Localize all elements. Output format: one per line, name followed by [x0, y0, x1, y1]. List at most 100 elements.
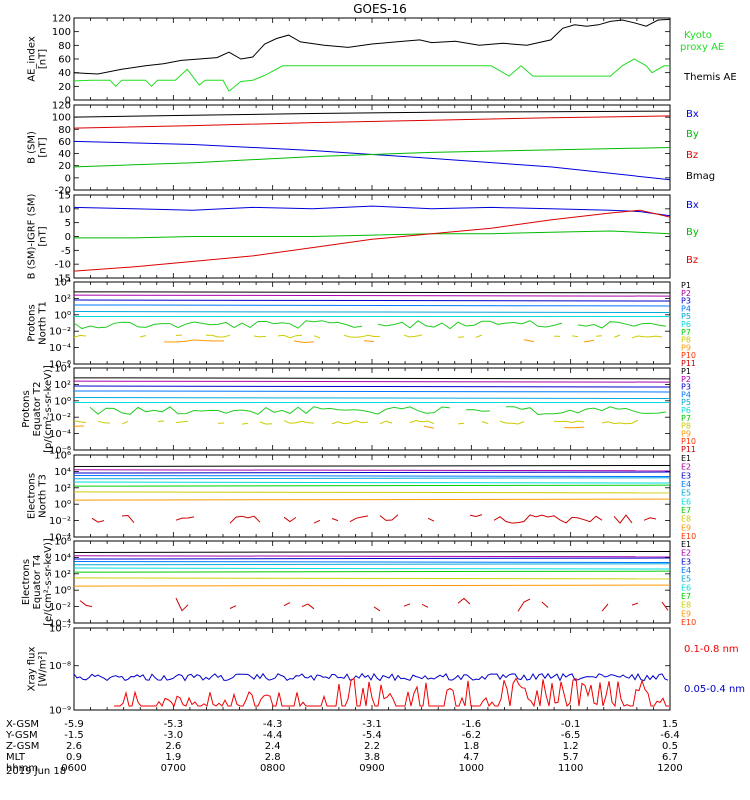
y-axis-label: [e/(cm²-s-sr-keV)]	[43, 538, 54, 626]
y-tick-label: 10	[58, 204, 71, 215]
y-tick-label: -15	[55, 274, 71, 285]
footer-value: 2.6	[66, 741, 82, 752]
y-tick-label: 10⁴	[54, 364, 71, 375]
legend-p1: P1	[681, 281, 691, 290]
figure-title: GOES-16	[353, 2, 407, 16]
y-tick-label: 10⁶	[54, 537, 71, 548]
flux-trace-p4	[73, 390, 671, 393]
footer-value: 2.2	[364, 741, 380, 752]
flux-trace-p2	[73, 380, 671, 383]
y-tick-label: 10⁻⁴	[49, 429, 71, 440]
flux-trace-p2	[73, 294, 671, 297]
legend-e4: E4	[681, 566, 691, 575]
footer-value: 1200	[657, 763, 682, 774]
panel-3: -15 -10 -5 0 5 10 15 Bx By Bz	[55, 191, 699, 285]
footer-row-label: Z-GSM	[6, 741, 39, 752]
footer-value: 2.8	[265, 752, 281, 763]
y-axis-label: [nT]	[38, 226, 49, 246]
y-tick-label: 40	[58, 68, 71, 79]
legend-p6: P6	[681, 320, 691, 329]
flux-trace-p8	[74, 420, 662, 424]
legend-themis: Themis AE	[683, 72, 737, 83]
legend-bx: Bx	[686, 200, 699, 211]
legend-e1: E1	[681, 454, 691, 463]
y-tick-label: 10⁻⁸	[49, 661, 71, 672]
y-tick-label: 10⁶	[54, 451, 71, 462]
footer-value: 1000	[459, 763, 484, 774]
legend-e2: E2	[681, 549, 691, 558]
legend-e5: E5	[681, 489, 691, 498]
y-tick-label: 10⁴	[54, 467, 71, 478]
flux-trace-e3	[73, 557, 671, 560]
y-axis-label: North T1	[38, 301, 49, 345]
legend-e9: E9	[681, 523, 691, 532]
panel-4: 10⁻⁶ 10⁻⁴ 10⁻² 10⁰ 10² 10⁴ Protons North T1 P1P2…	[27, 278, 697, 371]
flux-trace-e5	[73, 563, 671, 566]
y-axis-label: [nT]	[38, 49, 49, 69]
footer-value: -4.4	[263, 730, 283, 741]
flux-trace-e4	[73, 561, 671, 563]
footer-value: 6.7	[662, 752, 678, 763]
flux-trace-p1	[73, 291, 671, 294]
flux-trace-e1	[73, 550, 671, 553]
legend-p5: P5	[681, 398, 691, 407]
footer-value: -5.3	[164, 719, 184, 730]
legend-e3: E3	[681, 471, 691, 480]
legend-p11: P11	[681, 359, 696, 368]
flux-trace-e10	[91, 514, 657, 524]
y-tick-label: 0	[65, 96, 71, 107]
legend-e5: E5	[681, 575, 691, 584]
y-tick-label: 10⁻⁷	[49, 624, 71, 635]
y-axis-label: Protons	[27, 304, 38, 341]
y-axis-label: [W/m²]	[38, 651, 49, 686]
series-line-kyoto-proxy-ae	[73, 58, 670, 92]
y-tick-label: 20	[58, 161, 71, 172]
flux-trace-e3	[73, 471, 671, 474]
legend-e6: E6	[681, 583, 691, 592]
y-tick-label: 100	[52, 113, 71, 124]
flux-trace-p4	[73, 304, 671, 307]
flux-trace-e9	[73, 498, 671, 501]
legend-p11: P11	[681, 445, 696, 454]
legend-e2: E2	[681, 463, 691, 472]
legend-p8: P8	[681, 422, 691, 431]
flux-trace-e5	[73, 477, 671, 480]
y-tick-label: 10²	[54, 380, 71, 391]
flux-trace-p3	[73, 385, 671, 388]
legend-p9: P9	[681, 343, 691, 352]
flux-trace-p7	[89, 406, 667, 416]
flux-trace-e1	[73, 464, 671, 467]
y-axis-label: [nT]	[38, 137, 49, 157]
y-tick-label: 10⁻²	[49, 516, 71, 527]
y-tick-label: 80	[58, 41, 71, 52]
legend-p2: P2	[681, 375, 691, 384]
footer-value: -3.1	[362, 719, 382, 730]
footer-value: -5.4	[362, 730, 382, 741]
y-tick-label: 120	[52, 101, 71, 112]
footer-value: 1.2	[563, 741, 579, 752]
legend-kyoto: proxy AE	[680, 42, 724, 53]
flux-trace-e8	[73, 577, 671, 580]
flux-trace-p9	[74, 426, 664, 429]
panel-5: 10⁻⁶ 10⁻⁴ 10⁻² 10⁰ 10² 10⁴ Protons Equator T2 [p…	[21, 364, 696, 457]
flux-trace-p9	[164, 340, 624, 343]
legend-by: By	[686, 227, 699, 238]
legend-e4: E4	[681, 480, 691, 489]
footer-value: 0600	[61, 763, 86, 774]
footer-value: -1.6	[462, 719, 482, 730]
legend-e10: E10	[681, 618, 696, 627]
y-tick-label: 10⁻²	[49, 413, 71, 424]
legend-p1: P1	[681, 367, 691, 376]
flux-trace-e7	[73, 484, 671, 487]
y-tick-label: 10⁰	[54, 310, 71, 321]
footer-value: 1100	[558, 763, 583, 774]
y-tick-label: 10⁴	[54, 553, 71, 564]
panel-frame	[73, 17, 671, 101]
footer-value: 0900	[359, 763, 384, 774]
y-tick-label: 10²	[54, 483, 71, 494]
